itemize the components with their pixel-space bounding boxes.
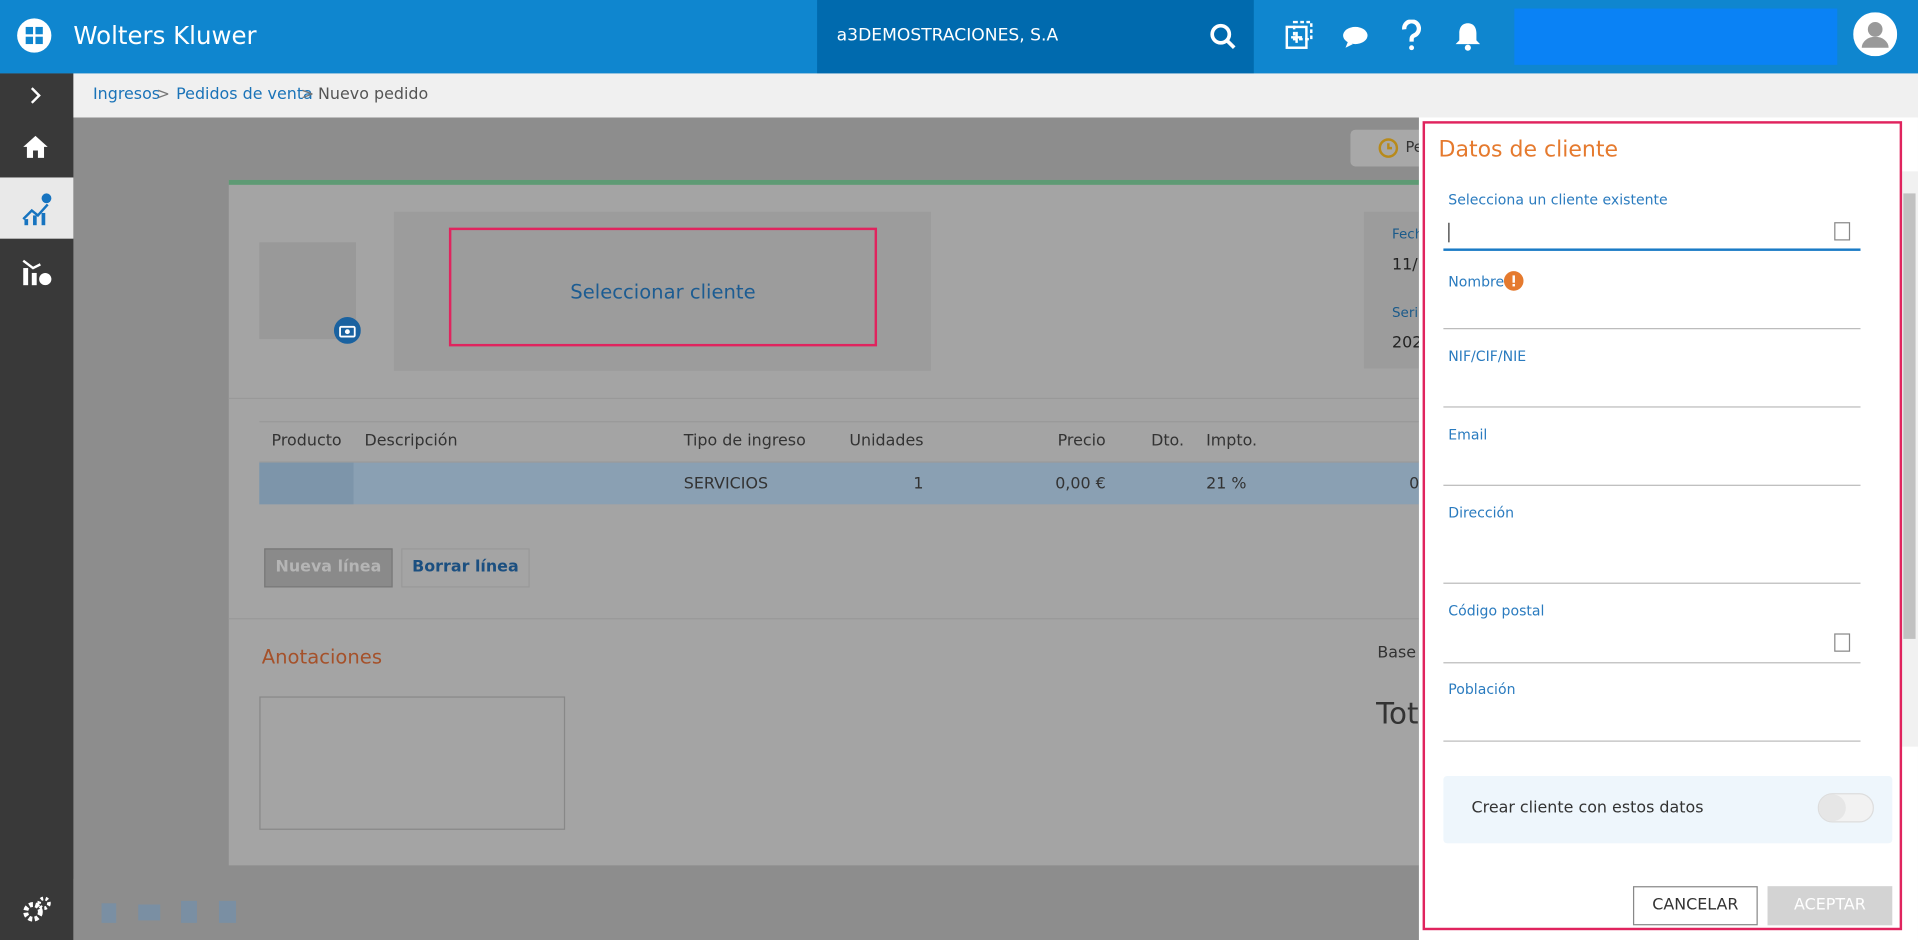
field-underline[interactable] xyxy=(1443,582,1861,584)
delete-line-button[interactable] xyxy=(401,548,530,588)
text-cursor xyxy=(1448,222,1450,243)
date-label: Fech xyxy=(1392,226,1424,243)
field-underline[interactable] xyxy=(1443,484,1861,486)
accept-button[interactable] xyxy=(1767,886,1893,926)
home-icon[interactable] xyxy=(21,132,50,161)
footer-toolbar xyxy=(73,878,1419,940)
camera-button[interactable] xyxy=(333,317,361,344)
required-icon xyxy=(1503,271,1524,291)
accept-label: ACEPTAR xyxy=(1794,895,1866,915)
select-client-highlight[interactable] xyxy=(448,227,878,347)
breadcrumb-link[interactable]: Pedidos de venta xyxy=(176,85,313,105)
field-underline[interactable] xyxy=(1443,328,1861,330)
status-label: Pe xyxy=(1405,138,1423,156)
divider xyxy=(228,618,1419,620)
cell: 0,00 € xyxy=(1055,474,1106,494)
chat-icon[interactable] xyxy=(1341,22,1370,51)
scrollbar-thumb[interactable] xyxy=(1903,193,1916,639)
lookup-icon[interactable] xyxy=(1834,222,1851,242)
toggle-knob xyxy=(1818,794,1846,822)
toggle-label: Crear cliente con estos datos xyxy=(1471,799,1704,818)
avatar[interactable] xyxy=(1853,12,1898,57)
table-row[interactable] xyxy=(259,462,1419,505)
select-client[interactable]: Seleccionar cliente xyxy=(570,280,756,304)
cancel-label: CANCELAR xyxy=(1652,895,1739,915)
field-underline[interactable] xyxy=(1443,740,1861,742)
logo[interactable] xyxy=(16,17,53,54)
field-label: Nombre xyxy=(1448,272,1505,291)
divider xyxy=(228,397,1419,400)
help-icon[interactable] xyxy=(1398,19,1425,52)
income-icon xyxy=(22,193,52,226)
cell: SERVICIOS xyxy=(683,474,769,494)
search-icon[interactable] xyxy=(1209,22,1238,51)
field-label: Email xyxy=(1448,425,1488,444)
breadcrumb-link[interactable]: Ingresos xyxy=(92,85,161,105)
panel-highlight xyxy=(1422,121,1903,931)
breadcrumb-separator: > xyxy=(300,85,315,105)
expand-sidebar[interactable] xyxy=(24,84,46,106)
settings-icon[interactable] xyxy=(22,896,51,925)
column-header: Precio xyxy=(1057,432,1106,451)
total-label: Tot xyxy=(1376,696,1419,731)
field-label: NIF/CIF/NIE xyxy=(1448,347,1527,365)
column-header: Dto. xyxy=(1151,432,1185,451)
breadcrumb-bar xyxy=(73,73,1918,118)
new-line-label: Nueva línea xyxy=(275,558,382,577)
annotations-title: Anotaciones xyxy=(261,645,383,669)
table-header xyxy=(259,421,1419,463)
base-label: Base xyxy=(1377,643,1417,663)
column-header: Producto xyxy=(271,432,342,451)
notifications-icon[interactable] xyxy=(1453,21,1482,53)
new-line-button[interactable] xyxy=(264,548,393,588)
company-name: a3DEMOSTRACIONES, S.A xyxy=(836,25,1059,46)
breadcrumb-separator: > xyxy=(156,85,170,105)
field-label: Selecciona un cliente existente xyxy=(1448,190,1668,209)
lookup-icon[interactable] xyxy=(1834,633,1851,653)
field-underline[interactable] xyxy=(1443,406,1861,408)
product-banner[interactable] xyxy=(1514,8,1838,65)
column-header: Unidades xyxy=(849,432,924,451)
field-underline[interactable] xyxy=(1443,662,1861,664)
column-header: Descripción xyxy=(364,432,458,451)
footer-actions[interactable] xyxy=(98,898,257,925)
field-underline-active[interactable] xyxy=(1443,248,1861,251)
brand: Wolters Kluwer xyxy=(73,20,257,51)
field-label: Dirección xyxy=(1448,504,1515,522)
create-client-box xyxy=(1443,775,1893,844)
status-icon xyxy=(1378,138,1399,158)
column-header: Impto. xyxy=(1206,432,1258,451)
breadcrumb-current: Nuevo pedido xyxy=(318,85,429,105)
field-label: Población xyxy=(1448,680,1516,698)
product-cell[interactable] xyxy=(259,462,354,505)
expenses-icon[interactable] xyxy=(20,256,54,290)
annotations-input[interactable] xyxy=(259,696,566,830)
series-value: 202 xyxy=(1392,334,1423,353)
cell: 1 xyxy=(913,474,924,494)
sidebar-active-item[interactable] xyxy=(0,177,74,239)
cell: 21 % xyxy=(1206,474,1247,494)
series-label: Seri xyxy=(1392,304,1419,321)
field-label: Código postal xyxy=(1448,602,1545,620)
date-value: 11/1 xyxy=(1392,255,1428,275)
company-selector[interactable] xyxy=(817,0,1254,74)
add-icon[interactable] xyxy=(1283,20,1315,53)
cancel-button[interactable] xyxy=(1632,886,1758,926)
panel-title: Datos de cliente xyxy=(1438,137,1619,163)
delete-line-label: Borrar línea xyxy=(412,558,519,577)
cell: 0 xyxy=(1409,474,1420,494)
column-header: Tipo de ingreso xyxy=(683,432,806,451)
